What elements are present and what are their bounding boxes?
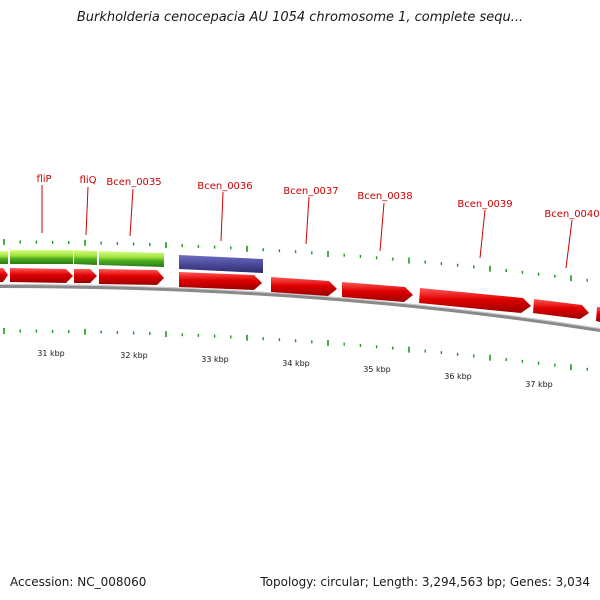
axis-label-31kbp: 31 kbp: [37, 349, 65, 358]
genome-summary: Topology: circular; Length: 3,294,563 bp…: [260, 575, 590, 589]
upper-tick-row: [3, 239, 588, 282]
axis-label-34kbp: 34 kbp: [282, 359, 310, 368]
chromosome-backbone: [0, 284, 600, 332]
axis-label-32kbp: 32 kbp: [120, 351, 148, 360]
map-title: Burkholderia cenocepacia AU 1054 chromos…: [76, 10, 524, 25]
gene-feature-red[interactable]: [271, 277, 337, 296]
gene-feature-red[interactable]: [0, 268, 8, 282]
gene-feature-red[interactable]: [99, 269, 164, 285]
gene-feature-red[interactable]: [74, 269, 97, 283]
axis-label-36kbp: 36 kbp: [444, 372, 472, 381]
gene-feature-red[interactable]: [596, 307, 600, 322]
gene-feature-red[interactable]: [10, 268, 73, 283]
gene-label-fliq[interactable]: fliQ: [80, 175, 97, 186]
axis-label-35kbp: 35 kbp: [363, 365, 391, 374]
gene-feature-bcen-0036[interactable]: [179, 255, 263, 273]
gene-label-bcen-0040[interactable]: Bcen_0040: [544, 209, 599, 220]
gene-feature-red[interactable]: [179, 272, 262, 290]
accession-label: Accession: NC_008060: [10, 575, 147, 589]
axis-label-33kbp: 33 kbp: [201, 355, 229, 364]
gene-label-bcen-0036[interactable]: Bcen_0036: [197, 181, 252, 192]
axis-label-37kbp: 37 kbp: [525, 380, 553, 389]
gene-label-bcen-0038[interactable]: Bcen_0038: [357, 191, 412, 202]
gene-label-flip[interactable]: fliP: [36, 174, 51, 185]
gene-label-bcen-0037[interactable]: Bcen_0037: [283, 186, 338, 197]
gene-label-bcen-0035[interactable]: Bcen_0035: [106, 177, 161, 188]
gene-feature-red[interactable]: [342, 282, 413, 302]
label-leader-lines: [41, 185, 573, 269]
gene-label-bcen-0039[interactable]: Bcen_0039: [457, 199, 512, 210]
gene-feature-green[interactable]: [0, 250, 164, 267]
gene-feature-red[interactable]: [533, 299, 589, 319]
gene-feature-red[interactable]: [419, 288, 531, 313]
lower-tick-row: [3, 328, 588, 371]
